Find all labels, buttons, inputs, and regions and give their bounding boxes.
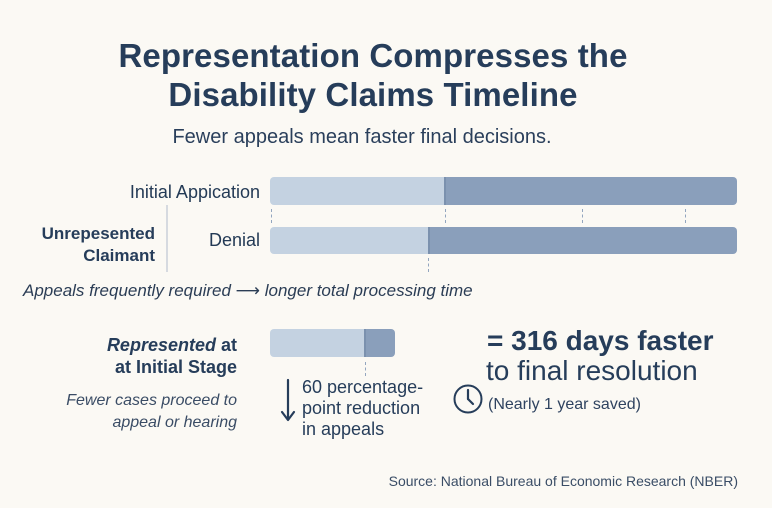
arrow-down-icon xyxy=(280,378,296,422)
tick-mark xyxy=(428,258,430,272)
group-label-unrepresented: Unrepesented Claimant xyxy=(42,223,155,267)
source-citation: Source: National Bureau of Economic Rese… xyxy=(388,473,738,489)
bar-denial xyxy=(270,227,737,254)
row-label-initial-application: Initial Appication xyxy=(129,182,260,202)
bar-segment-early xyxy=(270,227,428,254)
bar-segment-later xyxy=(363,329,395,357)
bar-segment-early xyxy=(270,329,364,357)
bar-segment-early xyxy=(270,177,445,205)
group-divider xyxy=(166,205,168,272)
group-label-line-2: Claimant xyxy=(83,246,155,265)
represented-label: Represented at at Initial Stage xyxy=(107,334,237,378)
title-line-2: Disability Claims Timeline xyxy=(168,76,578,113)
bar-represented xyxy=(270,329,395,357)
reduction-line-1: 60 percentage- xyxy=(302,377,424,397)
reduction-line-3: in appeals xyxy=(302,419,385,439)
tick-mark xyxy=(444,209,446,223)
tick-mark xyxy=(581,209,583,223)
group-label-line-1: Unrepesented xyxy=(41,224,155,243)
represented-label-italic: Represented xyxy=(106,335,216,355)
fewer-cases-note: Fewer cases proceed to appeal or hearing xyxy=(66,390,237,434)
tick-mark xyxy=(365,362,367,376)
title-line-1: Representation Compresses the xyxy=(118,37,628,74)
tick-mark xyxy=(270,209,272,223)
reduction-line-2: point reduction xyxy=(302,398,421,418)
bar-initial-application xyxy=(270,177,737,205)
clock-icon xyxy=(453,384,483,414)
year-saved-text: (Nearly 1 year saved) xyxy=(488,396,641,413)
represented-label-rest: at xyxy=(215,335,237,355)
subtitle: Fewer appeals mean faster final decision… xyxy=(172,126,552,148)
final-resolution-text: to final resolution xyxy=(486,355,698,386)
bar-segment-later xyxy=(427,227,737,254)
appeals-annotation: Appeals frequently required ⟶ longer tot… xyxy=(23,281,473,300)
days-faster-headline: = 316 days faster xyxy=(487,325,714,356)
note-line-1: Fewer cases proceed to xyxy=(66,392,237,409)
tick-mark xyxy=(684,209,686,223)
bar-segment-later xyxy=(444,177,737,205)
row-label-denial: Denial xyxy=(208,230,260,250)
note-line-2: appeal or hearing xyxy=(112,414,237,431)
appeals-reduction-text: 60 percentage- point reduction in appeal… xyxy=(302,377,423,440)
represented-label-line-2: at Initial Stage xyxy=(114,357,237,377)
